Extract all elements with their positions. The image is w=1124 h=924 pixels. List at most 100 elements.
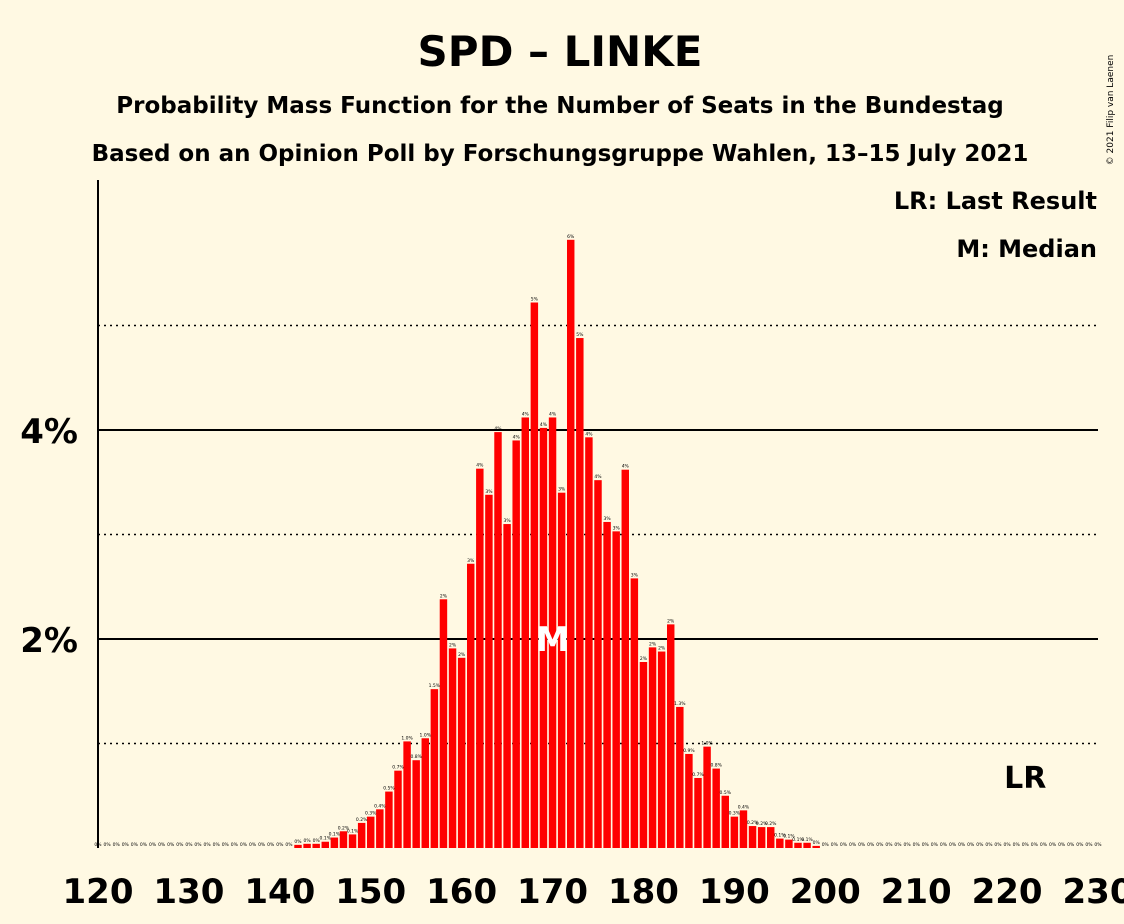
bar (385, 791, 393, 848)
data-label: 2% (667, 618, 675, 624)
bar (621, 469, 629, 848)
x-tick-label: 210 (881, 872, 952, 912)
data-label: 0% (858, 842, 866, 848)
bar (485, 494, 493, 848)
data-label: 4% (594, 474, 602, 480)
bar (639, 661, 648, 848)
bar (357, 822, 366, 848)
bar (448, 648, 457, 848)
bar (657, 651, 666, 848)
data-label: 0% (158, 842, 166, 848)
data-label: 0% (813, 840, 821, 846)
data-label: 0% (831, 842, 839, 848)
data-label: 0% (922, 842, 930, 848)
data-label: 1.0% (401, 735, 413, 741)
y-tick-label: 4% (20, 412, 78, 452)
data-label: 0% (867, 842, 875, 848)
bar (630, 578, 639, 848)
x-tick-label: 160 (426, 872, 497, 912)
data-label: 0.8% (410, 754, 422, 760)
data-label: 0% (1076, 842, 1084, 848)
data-label: 0% (849, 842, 857, 848)
data-label: 0% (213, 842, 221, 848)
data-label: 0% (204, 842, 212, 848)
x-tick-label: 150 (335, 872, 406, 912)
data-label: 2% (640, 656, 648, 662)
data-label: 4% (522, 411, 530, 417)
bar (394, 770, 402, 848)
bar (721, 795, 729, 848)
copyright-text: © 2021 Filip van Laenen (1106, 55, 1116, 166)
bar (730, 816, 739, 848)
data-label: 1.0% (701, 741, 713, 747)
data-label: 0% (931, 842, 939, 848)
data-label: 0.4% (374, 803, 386, 809)
data-label: 0.3% (365, 811, 377, 817)
bar (767, 827, 775, 848)
data-label: 0.4% (738, 804, 750, 810)
bar (367, 816, 375, 848)
bar (503, 524, 511, 848)
data-label: 0% (140, 842, 148, 848)
data-label: 6% (567, 234, 575, 240)
data-label: 0% (313, 838, 321, 844)
x-tick-label: 140 (244, 872, 315, 912)
bar (685, 753, 693, 848)
data-label: 0% (1049, 842, 1057, 848)
data-label: 0% (1085, 842, 1093, 848)
data-label: 0.2% (338, 825, 350, 831)
data-label: 0% (131, 842, 139, 848)
data-label: 5% (531, 297, 539, 303)
bar (739, 810, 748, 848)
x-tick-label: 170 (517, 872, 588, 912)
bar (712, 768, 720, 848)
data-label: 3% (485, 489, 493, 495)
data-label: 0.9% (683, 748, 695, 754)
bar (512, 440, 520, 848)
data-label: 2% (458, 652, 466, 658)
data-label: 0% (1031, 842, 1039, 848)
bar (421, 738, 429, 848)
data-label: 3% (613, 525, 621, 531)
last-result-marker: LR (1004, 761, 1046, 796)
data-label: 0% (258, 842, 266, 848)
data-label: 1.3% (674, 701, 686, 707)
data-label: 0% (122, 842, 130, 848)
data-label: 0% (1058, 842, 1066, 848)
data-label: 0% (240, 842, 248, 848)
data-label: 0% (249, 842, 257, 848)
data-label: 0% (222, 842, 230, 848)
data-label: 0% (104, 842, 112, 848)
data-label: 0.5% (720, 790, 732, 796)
bar (757, 827, 766, 848)
data-label: 3% (604, 516, 612, 522)
data-label: 0% (994, 842, 1002, 848)
data-label: 4% (476, 463, 484, 469)
bar (467, 563, 475, 848)
data-label: 0.1% (320, 836, 332, 842)
data-label: 0% (913, 842, 921, 848)
bar (321, 841, 329, 848)
data-label: 0.1% (801, 837, 813, 843)
bar (494, 432, 502, 848)
bar (612, 531, 620, 848)
median-marker: M (536, 620, 570, 660)
data-label: 3% (504, 518, 512, 524)
bar-series (294, 239, 820, 848)
data-label: 0% (940, 842, 948, 848)
data-label: 0% (149, 842, 157, 848)
data-label: 0% (985, 842, 993, 848)
data-label: 2% (449, 642, 457, 648)
data-label: 0% (904, 842, 912, 848)
y-tick-label: 2% (20, 621, 78, 661)
data-label: 0% (276, 842, 284, 848)
data-label: 5% (576, 332, 584, 338)
data-label: 0% (822, 842, 830, 848)
bar (476, 468, 484, 848)
bar (567, 239, 575, 848)
data-label: 0% (967, 842, 975, 848)
bar (785, 839, 793, 848)
data-label: 0% (294, 839, 302, 845)
markers: M LR (536, 620, 1047, 796)
x-tick-label: 200 (790, 872, 861, 912)
